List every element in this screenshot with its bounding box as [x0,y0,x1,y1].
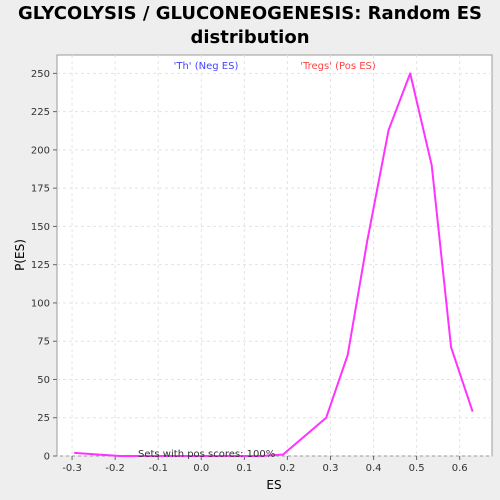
y-tick-label: 0 [44,452,50,463]
x-tick-label: -0.1 [148,463,168,474]
plot-area [56,54,493,457]
y-tick-label: 125 [31,260,50,271]
legend-neg-label: 'Th' (Neg ES) [174,61,239,72]
x-tick-label: 0.2 [279,463,295,474]
x-tick-label: -0.3 [62,463,82,474]
y-tick-label: 25 [37,413,50,424]
chart-title-line2: distribution [190,27,310,48]
y-tick-label: 75 [37,337,50,348]
x-axis-title: ES [266,478,281,492]
x-tick-label: 0.3 [323,463,339,474]
axis-ticks: -0.3 -0.2 -0.1 0.0 0.1 0.2 0.3 0.4 0.5 0.6 0 25 50 75… [31,69,468,474]
x-tick-label: 0.0 [193,463,209,474]
x-tick-label: 0.4 [366,463,382,474]
y-tick-label: 150 [31,222,50,233]
y-tick-label: 200 [31,145,50,156]
legend-pos-label: 'Tregs' (Pos ES) [300,61,376,72]
y-tick-label: 250 [31,69,50,80]
x-tick-label: -0.2 [105,463,125,474]
series [74,72,474,457]
x-tick-label: 0.1 [236,463,252,474]
es-distribution-line [74,72,474,457]
x-tick-label: 0.6 [452,463,468,474]
x-tick-label: 0.5 [409,463,425,474]
pos-scores-annotation: Sets with pos scores: 100% [138,449,275,460]
y-tick-label: 175 [31,184,50,195]
y-axis-title: P(ES) [13,239,27,271]
y-tick-label: 225 [31,107,50,118]
chart-title: GLYCOLYSIS / GLUCONEOGENESIS: Random ES … [0,2,500,50]
y-tick-label: 50 [37,375,50,386]
y-tick-label: 100 [31,298,50,309]
chart-title-line1: GLYCOLYSIS / GLUCONEOGENESIS: Random ES [17,3,483,24]
